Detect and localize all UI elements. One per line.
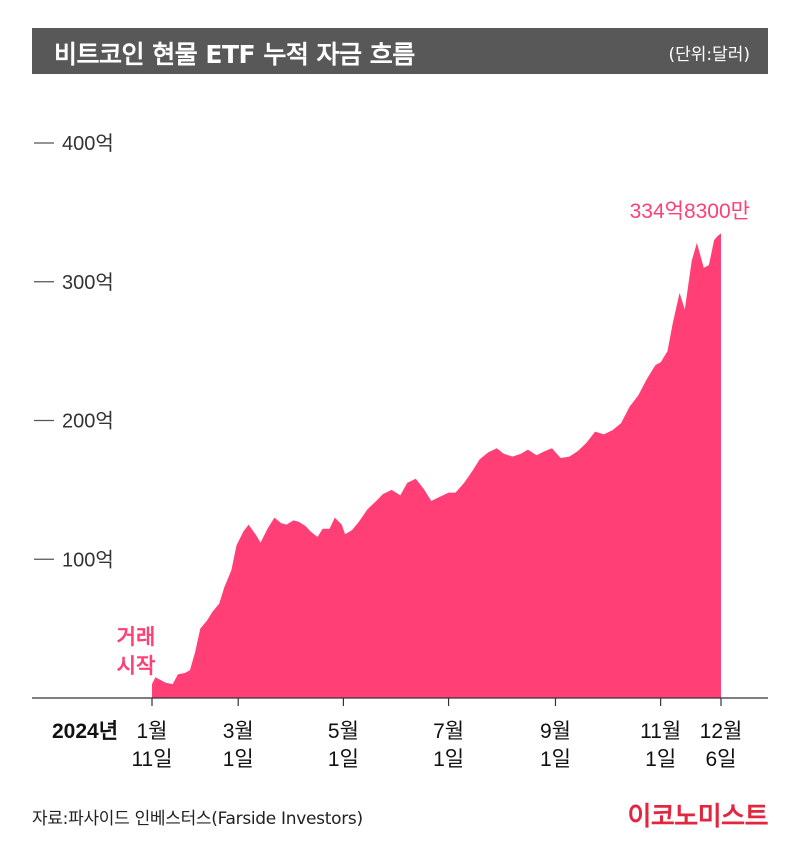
x-tick-month: 11월 [640, 720, 681, 743]
x-tick-month: 5월 [328, 720, 359, 743]
title-bar: 비트코인 현물 ETF 누적 자금 흐름 (단위:달러) [32, 28, 768, 74]
x-tick-month: 7월 [433, 720, 464, 743]
series-area [152, 233, 721, 698]
y-tick-label: 300억 [62, 271, 114, 294]
x-tick-month: 9월 [540, 720, 571, 743]
chart-title: 비트코인 현물 ETF 누적 자금 흐름 [54, 40, 415, 69]
x-tick-day: 1일 [328, 748, 359, 771]
x-tick-day: 1일 [223, 748, 254, 771]
x-tick-day: 1일 [433, 748, 464, 771]
x-tick-day: 11일 [131, 748, 172, 771]
unit-label: (단위:달러) [668, 45, 750, 65]
y-tick-label: 400억 [62, 132, 114, 155]
x-tick-day: 1일 [540, 748, 571, 771]
x-year-label: 2024년 [52, 720, 118, 743]
y-tick-label: 100억 [62, 548, 114, 571]
brand-logo: 이코노미스트 [627, 802, 768, 832]
end-value-annotation: 334억8300만 [630, 200, 750, 223]
x-tick-month: 1월 [137, 720, 168, 743]
x-tick-day: 6일 [706, 748, 737, 771]
start-annotation: 거래 [117, 626, 156, 649]
x-tick-month: 12월 [700, 720, 743, 743]
x-tick-month: 3월 [223, 720, 254, 743]
source-note: 자료:파사이드 인베스터스(Farside Investors) [32, 809, 363, 829]
y-tick-label: 200억 [62, 410, 114, 433]
x-tick-day: 1일 [645, 748, 676, 771]
start-annotation: 시작 [117, 655, 156, 678]
